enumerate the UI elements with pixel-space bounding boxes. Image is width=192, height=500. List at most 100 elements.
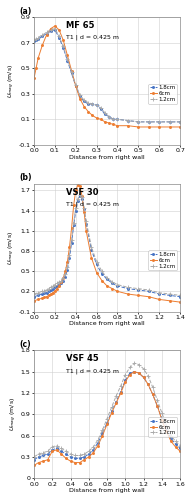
1.2cm <box>62 44 64 50</box>
6cm <box>174 444 177 450</box>
1.8cm <box>35 37 37 43</box>
1.8cm <box>161 416 163 422</box>
1.2cm <box>60 278 62 283</box>
6cm <box>112 122 114 128</box>
1.2cm <box>52 283 54 289</box>
6cm <box>37 55 39 61</box>
6cm <box>83 104 85 110</box>
1.2cm <box>62 275 64 281</box>
1.2cm <box>51 444 53 450</box>
6cm <box>52 290 54 296</box>
Line: 1.2cm: 1.2cm <box>32 362 182 458</box>
6cm <box>58 27 60 33</box>
1.8cm <box>127 286 129 292</box>
1.2cm <box>79 92 81 98</box>
1.2cm <box>50 27 52 33</box>
6cm <box>81 193 83 199</box>
1.8cm <box>41 291 44 297</box>
1.8cm <box>91 101 94 107</box>
1.8cm <box>116 283 119 289</box>
1.2cm <box>174 438 177 444</box>
1.2cm <box>165 422 168 428</box>
1.2cm <box>50 284 52 290</box>
1.8cm <box>170 436 172 442</box>
6cm <box>66 52 69 59</box>
1.8cm <box>47 288 50 294</box>
6cm <box>156 403 158 409</box>
1.2cm <box>87 100 89 105</box>
6cm <box>70 225 73 231</box>
6cm <box>92 450 94 456</box>
1.2cm <box>54 26 56 32</box>
Text: T1 | d = 0.425 m: T1 | d = 0.425 m <box>66 368 119 374</box>
1.2cm <box>137 119 140 125</box>
1.8cm <box>33 456 35 462</box>
1.2cm <box>54 282 56 288</box>
6cm <box>88 454 90 460</box>
6cm <box>73 202 75 208</box>
6cm <box>77 182 79 188</box>
1.2cm <box>101 427 104 433</box>
1.2cm <box>64 271 66 277</box>
1.2cm <box>58 33 60 39</box>
1.2cm <box>81 194 83 200</box>
1.8cm <box>70 70 73 76</box>
1.2cm <box>133 360 136 366</box>
1.8cm <box>158 119 160 125</box>
1.2cm <box>66 264 69 270</box>
6cm <box>66 259 69 265</box>
1.8cm <box>100 106 102 112</box>
1.2cm <box>79 192 81 198</box>
1.8cm <box>92 447 94 453</box>
6cm <box>45 32 48 38</box>
1.8cm <box>75 83 77 89</box>
1.8cm <box>137 287 140 293</box>
1.8cm <box>56 283 58 289</box>
6cm <box>37 296 39 302</box>
6cm <box>35 65 37 71</box>
1.2cm <box>127 118 129 124</box>
1.8cm <box>83 206 85 212</box>
Legend: 1.8cm, 6cm, 1.2cm: 1.8cm, 6cm, 1.2cm <box>148 250 177 270</box>
1.2cm <box>85 218 87 224</box>
1.2cm <box>88 448 90 454</box>
1.2cm <box>58 279 60 285</box>
1.8cm <box>112 116 114 122</box>
1.8cm <box>115 398 117 404</box>
1.2cm <box>137 286 140 292</box>
6cm <box>85 228 87 234</box>
1.2cm <box>142 366 145 372</box>
6cm <box>51 448 53 454</box>
6cm <box>100 116 102 122</box>
6cm <box>42 458 44 464</box>
6cm <box>79 96 81 102</box>
1.2cm <box>35 36 37 42</box>
1.8cm <box>73 222 75 228</box>
6cm <box>108 120 110 126</box>
X-axis label: Distance from right wall: Distance from right wall <box>69 154 145 160</box>
Text: MF 65: MF 65 <box>66 21 95 30</box>
6cm <box>56 286 58 292</box>
6cm <box>62 275 64 281</box>
6cm <box>111 286 113 292</box>
6cm <box>58 283 60 289</box>
Text: (a): (a) <box>19 7 32 16</box>
1.2cm <box>91 101 94 107</box>
1.8cm <box>75 208 77 214</box>
6cm <box>151 392 154 398</box>
1.8cm <box>79 193 81 199</box>
6cm <box>45 294 48 300</box>
1.2cm <box>73 220 75 226</box>
1.2cm <box>104 110 106 116</box>
6cm <box>79 460 81 466</box>
6cm <box>75 188 77 194</box>
1.2cm <box>97 437 99 443</box>
6cm <box>101 432 104 438</box>
1.8cm <box>60 280 62 286</box>
1.8cm <box>124 377 127 383</box>
1.8cm <box>50 28 52 34</box>
1.8cm <box>101 430 104 436</box>
1.2cm <box>45 30 48 36</box>
1.2cm <box>37 290 39 296</box>
6cm <box>50 26 52 32</box>
